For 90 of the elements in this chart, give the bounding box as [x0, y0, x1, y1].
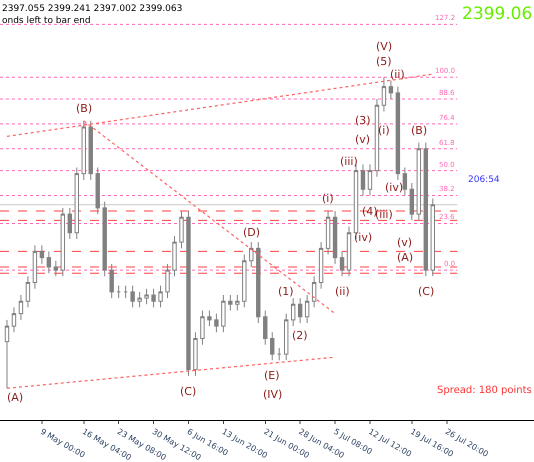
candlestick: [228, 294, 233, 312]
candlestick: [242, 254, 247, 308]
candlestick: [172, 235, 177, 277]
candlestick: [207, 310, 212, 327]
candlestick: [116, 285, 121, 299]
candlestick: [326, 210, 330, 256]
text: (5): [376, 55, 392, 68]
candlestick: [235, 294, 240, 312]
text: 2397.055 2399.241 2397.002 2399.063: [2, 4, 182, 14]
annotation: (iv): [354, 231, 372, 244]
annotation: (2): [292, 329, 308, 342]
text: onds left to bar end: [2, 16, 91, 26]
candlestick: [332, 210, 338, 264]
annotation: (iv): [385, 181, 404, 194]
candlestick: [346, 226, 352, 277]
candlestick: [284, 313, 288, 361]
annotation: (ii): [335, 285, 350, 298]
candlestick: [298, 298, 302, 324]
candlestick: [416, 142, 422, 221]
candlestick: [18, 294, 24, 320]
annotation: Spread: 180 points: [437, 385, 532, 396]
candlestick: [68, 207, 72, 240]
annotation: (1): [278, 285, 294, 298]
annotation: (3): [355, 114, 371, 127]
candlestick: [402, 166, 408, 196]
candlestick: [46, 250, 52, 274]
candlestick: [360, 164, 366, 196]
candlestick: [74, 166, 79, 240]
candlestick: [193, 332, 198, 376]
candlestick: [388, 80, 394, 100]
candlestick: [12, 306, 16, 333]
candlestick: [60, 207, 66, 277]
annotation: (A): [397, 251, 414, 264]
candlestick: [109, 263, 114, 299]
candlestick: [396, 86, 400, 180]
candlestick: [340, 250, 344, 277]
annotation: (ii): [390, 68, 405, 81]
candlestick: [312, 276, 316, 308]
text: 206:54: [468, 175, 500, 185]
candlestick: [424, 142, 428, 277]
candlestick: [368, 164, 372, 196]
annotation: (iii): [375, 208, 393, 221]
candlestick: [54, 260, 58, 277]
annotation: (IV): [263, 388, 282, 401]
candlestick: [277, 347, 282, 361]
candlestick: [130, 285, 135, 308]
candlestick: [102, 201, 107, 277]
candlestick: [304, 294, 310, 324]
candlestick: [270, 332, 274, 361]
candlestick: [88, 120, 93, 180]
text: 2399.06: [462, 4, 532, 24]
candlestick: [26, 276, 30, 308]
candlestick: [151, 288, 156, 308]
annotation: (v): [355, 133, 370, 146]
candlestick: [290, 298, 296, 327]
annotation: (v): [397, 236, 412, 249]
candlestick: [382, 76, 386, 112]
candlestick: [96, 166, 100, 215]
annotation: (D): [243, 226, 260, 239]
candlestick: [200, 310, 205, 346]
annotation: (i): [378, 124, 390, 137]
candlestick: [32, 244, 38, 290]
candlestick: [410, 182, 414, 221]
candlestick: [158, 285, 163, 308]
candlestick: [4, 319, 10, 389]
candlestick: [186, 210, 191, 376]
annotation: (i): [322, 192, 334, 205]
candlestick: [430, 198, 435, 277]
annotation: (C): [180, 385, 196, 398]
candlestick: [179, 210, 184, 249]
candlestick: [214, 313, 219, 333]
annotation: (E): [264, 369, 280, 382]
candlestick: [40, 244, 44, 264]
candlestick: [318, 242, 324, 290]
candlestick: [144, 288, 149, 305]
candlestick: [137, 291, 142, 308]
candlestick: [256, 242, 260, 324]
annotation: (B): [76, 102, 92, 115]
text: (A): [7, 391, 24, 404]
annotation: (C): [418, 285, 434, 298]
annotation: (B): [411, 124, 428, 137]
text: (V): [376, 40, 392, 53]
candlestick: [221, 294, 226, 333]
candlestick: [165, 263, 170, 299]
candlestick: [249, 242, 254, 268]
candlestick: [263, 310, 268, 346]
candlestick: [123, 285, 128, 299]
candlestick: [82, 120, 86, 180]
annotation: (iii): [340, 155, 358, 168]
candlestick: [374, 98, 380, 178]
